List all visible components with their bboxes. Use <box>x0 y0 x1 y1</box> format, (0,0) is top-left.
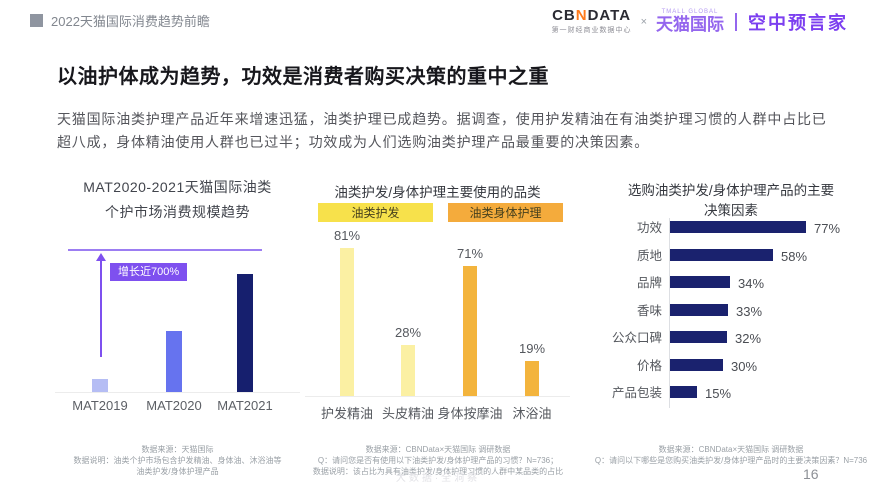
usage-bar <box>463 266 477 396</box>
sky-forecaster-wordmark: 空中预言家 <box>748 12 848 33</box>
usage-value-label: 71% <box>456 246 484 261</box>
factor-bar <box>670 276 730 288</box>
growth-badge: 增长近700% <box>110 263 188 281</box>
chart-category-usage: 油类护发/身体护理主要使用的品类 油类护发 油类身体护理 81% 护发精油 28% 头… <box>305 175 570 425</box>
trend-x-label: MAT2019 <box>72 398 128 413</box>
factor-value-label: 30% <box>731 359 758 374</box>
page-number: 16 <box>803 466 819 482</box>
factor-bar <box>670 331 727 343</box>
cbndata-subtitle: 第一财经商业数据中心 <box>551 27 632 34</box>
source-line: Q：请问以下哪些是您购买油类护发/身体护理产品时的主要决策因素？N=736 <box>594 456 868 465</box>
legend-hair-oil: 油类护发 <box>318 203 433 222</box>
usage-value-label: 19% <box>518 341 546 356</box>
trend-bar <box>166 331 182 392</box>
growth-arrow-shaft <box>100 261 102 357</box>
factor-label: 公众口碑 <box>611 331 662 345</box>
growth-arrow-head-icon <box>96 253 106 261</box>
factor-value-label: 58% <box>781 249 808 264</box>
source-line: 数据来源：CBNData×天猫国际 调研数据 <box>365 445 511 454</box>
chart1-title-line1: MAT2020-2021天猫国际油类 <box>83 179 272 195</box>
tmall-global-wordmark: 天猫国际 <box>656 15 724 34</box>
trend-x-label: MAT2021 <box>217 398 273 413</box>
breadcrumb: 2022天猫国际消费趋势前瞻 <box>30 11 210 30</box>
factor-bar <box>670 304 728 316</box>
factor-bar <box>670 386 697 398</box>
factor-label: 价格 <box>636 359 662 373</box>
source-line: Q：请问您是否有使用以下油类护发/身体护理产品的习惯？N=736； <box>317 456 559 465</box>
factor-label: 产品包装 <box>611 386 662 400</box>
source-line: 数据来源：CBNData×天猫国际 调研数据 <box>658 445 804 454</box>
chart1-source-note: 数据来源：天猫国际 数据说明：油类个护市场包含护发精油、身体油、沐浴油等 油类护… <box>55 444 300 477</box>
usage-x-label: 头皮精油 <box>381 406 434 421</box>
factor-value-label: 77% <box>814 221 841 236</box>
usage-value-label: 28% <box>394 325 422 340</box>
usage-bar <box>340 248 354 396</box>
factor-value-label: 34% <box>738 276 765 291</box>
legend-body-oil: 油类身体护理 <box>448 203 563 222</box>
chart2-baseline <box>305 396 570 397</box>
chart3-title-line1: 选购油类护发/身体护理产品的主要 <box>627 183 835 198</box>
trend-bar <box>92 379 108 392</box>
cross-separator: × <box>640 15 647 28</box>
tmall-global-logo: TMALL GLOBAL 天猫国际 <box>656 9 724 34</box>
page-title: 以油护体成为趋势，功效是消费者购买决策的重中之重 <box>57 66 549 88</box>
trend-bar <box>237 274 253 392</box>
source-line: 数据说明：油类个护市场包含护发精油、身体油、沐浴油等 <box>73 456 282 465</box>
tmall-global-small-label: TMALL GLOBAL <box>661 9 719 15</box>
chart3-source-note: 数据来源：CBNData×天猫国际 调研数据 Q：请问以下哪些是您购买油类护发/… <box>592 444 870 466</box>
usage-bar <box>401 345 415 396</box>
chart1-title: MAT2020-2021天猫国际油类 个护市场消费规模趋势 <box>55 175 300 225</box>
cbndata-logo: CBNDATA 第一财经商业数据中心 <box>552 8 632 35</box>
growth-reference-line <box>68 249 262 251</box>
factor-value-label: 32% <box>735 331 762 346</box>
usage-value-label: 81% <box>333 228 361 243</box>
trend-x-label: MAT2020 <box>146 398 202 413</box>
source-line: 数据来源：天猫国际 <box>141 445 214 454</box>
breadcrumb-square-icon <box>30 14 43 27</box>
intro-paragraph: 天猫国际油类护理产品近年来增速迅猛，油类护理已成趋势。据调查，使用护发精油在有油… <box>57 111 827 150</box>
logo-divider <box>735 12 737 31</box>
factor-bar <box>670 359 723 371</box>
chart3-title-line2: 决策因素 <box>704 203 758 218</box>
source-line: 数据说明：该占比为具有油类护发/身体护理习惯的人群中某品类的占比 <box>312 467 564 476</box>
usage-x-label: 沐浴油 <box>512 406 552 421</box>
watermark: 大数据·全洞察 <box>395 473 481 484</box>
cbndata-n-icon: N <box>575 7 588 24</box>
chart3-axis-line <box>669 218 670 408</box>
chart1-baseline <box>55 392 300 393</box>
factor-label: 香味 <box>636 304 662 318</box>
cbndata-wordmark: CBNDATA <box>552 7 632 24</box>
chart2-source-note: 数据来源：CBNData×天猫国际 调研数据 Q：请问您是否有使用以下油类护发/… <box>291 444 585 477</box>
source-line: 油类护发/身体护理产品 <box>136 467 219 476</box>
breadcrumb-label: 2022天猫国际消费趋势前瞻 <box>51 14 210 29</box>
factor-label: 功效 <box>636 221 662 235</box>
usage-bar <box>525 361 539 396</box>
chart1-title-line2: 个护市场消费规模趋势 <box>105 204 250 220</box>
usage-x-label: 身体按摩油 <box>437 406 503 421</box>
chart2-title: 油类护发/身体护理主要使用的品类 <box>334 185 541 200</box>
chart-decision-factors: 选购油类护发/身体护理产品的主要 决策因素 功效 77% 质地 58% 品牌 34% 香味 3… <box>600 175 862 425</box>
chart-oil-market-trend: MAT2020-2021天猫国际油类 个护市场消费规模趋势 增长近700% MA… <box>55 175 300 425</box>
factor-value-label: 33% <box>736 304 763 319</box>
chart3-title: 选购油类护发/身体护理产品的主要 决策因素 <box>600 175 862 221</box>
factor-label: 品牌 <box>636 276 662 290</box>
factor-bar <box>670 249 773 261</box>
brand-logos: CBNDATA 第一财经商业数据中心 × TMALL GLOBAL 天猫国际 空… <box>552 8 848 35</box>
factor-label: 质地 <box>636 249 662 263</box>
usage-x-label: 护发精油 <box>320 406 373 421</box>
factor-value-label: 15% <box>705 386 732 401</box>
factor-bar <box>670 221 806 233</box>
